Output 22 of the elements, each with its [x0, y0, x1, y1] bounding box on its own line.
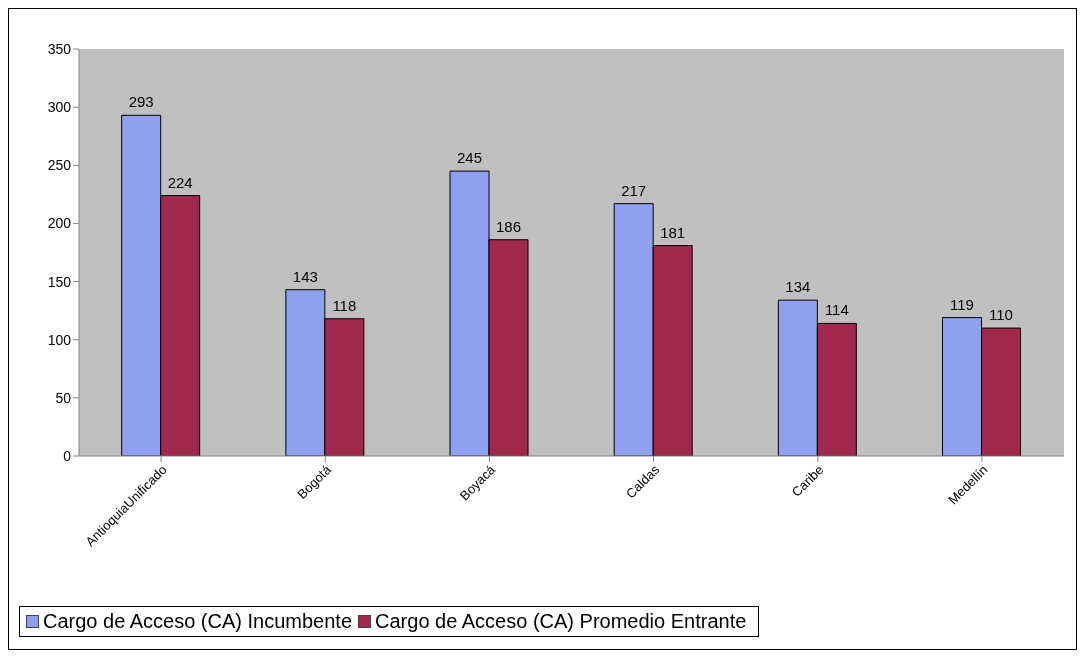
data-label: 119 [950, 295, 974, 313]
data-label: 118 [332, 296, 357, 314]
y-tick-label: 50 [55, 389, 72, 406]
data-label: 110 [989, 306, 1013, 324]
data-label: 224 [167, 173, 193, 191]
y-tick-label: 250 [47, 157, 72, 174]
data-label: 293 [128, 93, 154, 111]
data-label: 186 [496, 217, 522, 235]
y-tick-label: 200 [47, 215, 72, 232]
legend-label: Cargo de Acceso (CA) Incumbente [42, 610, 353, 633]
data-label: 143 [292, 267, 318, 285]
data-label: 217 [621, 181, 647, 199]
y-tick-label: 300 [47, 99, 72, 116]
data-label: 181 [660, 223, 686, 241]
data-label: 245 [457, 149, 483, 167]
y-tick-label: 350 [47, 40, 72, 57]
y-tick-label: 0 [63, 447, 72, 464]
legend-label: Cargo de Acceso (CA) Promedio Entrante [374, 610, 747, 633]
data-label: 134 [785, 278, 811, 296]
y-tick-label: 100 [47, 331, 72, 348]
data-label: 114 [824, 301, 849, 319]
y-tick-label: 150 [47, 273, 72, 290]
